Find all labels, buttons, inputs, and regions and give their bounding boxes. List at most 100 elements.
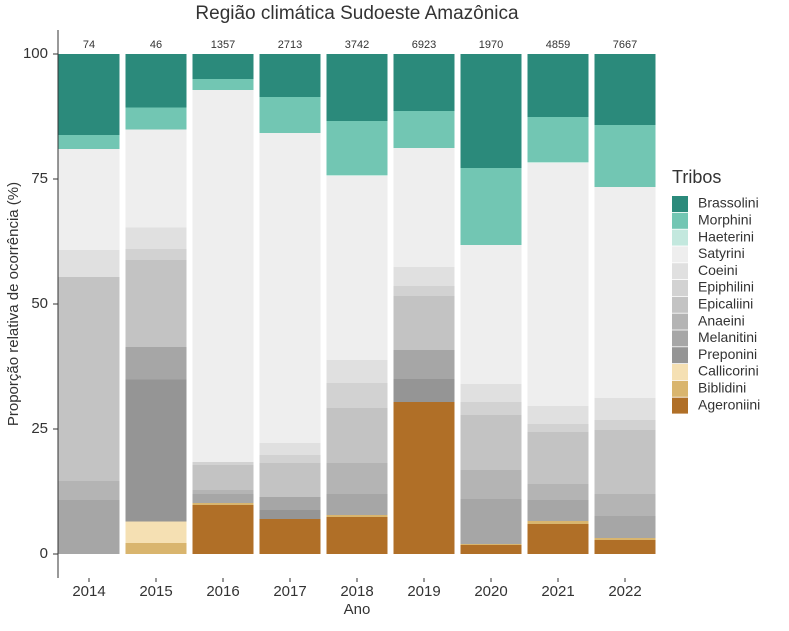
x-tick-label: 2020 (474, 583, 507, 600)
legend-label: Melanitini (698, 329, 757, 345)
bar-segment (527, 521, 589, 524)
bar-segment (259, 510, 321, 519)
bar-segment (326, 360, 388, 383)
bar-segment (125, 521, 187, 543)
bar-segment (460, 245, 522, 384)
bar-segment (326, 494, 388, 515)
legend-swatch (672, 347, 688, 364)
bar-segment (460, 544, 522, 545)
bar-segment (326, 175, 388, 176)
bar-segment (58, 481, 120, 500)
bar-segment (125, 107, 187, 130)
bar-segment (125, 260, 187, 347)
bar-segment (125, 379, 187, 522)
legend-swatch (672, 263, 688, 280)
chart-title: Região climática Sudoeste Amazônica (195, 3, 519, 24)
bar-segment (393, 54, 455, 111)
x-tick-label: 2016 (206, 583, 239, 600)
legend-label: Anaeini (698, 312, 745, 328)
bar-segment (460, 499, 522, 544)
bar-segment (259, 54, 321, 97)
bar-segment (527, 54, 589, 117)
total-label: 1357 (211, 39, 235, 51)
x-tick-label: 2022 (608, 583, 641, 600)
bar-segment (393, 296, 455, 350)
bar-segment (259, 519, 321, 554)
bar-segment (527, 163, 589, 406)
bar-segment (259, 443, 321, 455)
bar-segment (594, 538, 656, 540)
bar-segment (192, 503, 254, 505)
bar-segment (594, 125, 656, 187)
legend-swatch (672, 196, 688, 212)
legend-label: Haeterini (698, 228, 754, 244)
bar-segment (192, 465, 254, 490)
bar-segment (594, 54, 656, 125)
bar-segment (527, 432, 589, 484)
x-tick-label: 2019 (407, 583, 440, 600)
bar-segment (125, 227, 187, 249)
legend-swatch (672, 280, 688, 296)
bar-segment (594, 540, 656, 554)
bar-segment (527, 406, 589, 424)
bar-segment (460, 384, 522, 402)
bar-segment (326, 517, 388, 554)
legend-label: Morphini (698, 212, 752, 228)
bar-segment (259, 455, 321, 463)
y-tick-label: 25 (31, 420, 48, 437)
bar-segment (259, 133, 321, 443)
legend-label: Satyrini (698, 245, 745, 261)
total-label: 1970 (479, 39, 503, 51)
bar-segment (527, 484, 589, 500)
bar-segment (192, 79, 254, 90)
bar-segment (58, 54, 120, 135)
total-label: 7667 (613, 39, 637, 51)
bar-segment (527, 117, 589, 162)
legend-swatch (672, 313, 688, 330)
y-axis-title: Proporção relativa de ocorrência (%) (5, 182, 22, 426)
bar-segment (125, 54, 187, 108)
bar-segment (58, 135, 120, 149)
bar-segment (259, 497, 321, 510)
legend-swatch (672, 397, 688, 414)
bar-segment (326, 515, 388, 517)
bar-segment (192, 90, 254, 462)
legend-label: Brassolini (698, 195, 759, 211)
x-tick-label: 2018 (340, 583, 373, 600)
bar-segment (192, 462, 254, 465)
bar-segment (326, 408, 388, 463)
bar-segment (259, 463, 321, 497)
legend-swatch (672, 364, 688, 380)
bar-segment (393, 402, 455, 554)
total-label: 46 (150, 39, 162, 51)
bar-segment (527, 424, 589, 432)
bar-segment (594, 516, 656, 538)
bar-segment (125, 249, 187, 260)
bar-segment (125, 347, 187, 380)
bar-segment (326, 463, 388, 494)
bar-segment (460, 545, 522, 554)
bar-segment (192, 54, 254, 79)
x-tick-label: 2017 (273, 583, 306, 600)
total-label: 6923 (412, 39, 436, 51)
bar-segment (326, 383, 388, 408)
x-tick-label: 2014 (72, 583, 105, 600)
bar-segment (326, 121, 388, 175)
bar-segment (58, 250, 120, 277)
legend-label: Coeini (698, 262, 738, 278)
bar-segment (594, 398, 656, 420)
legend-swatch (672, 380, 688, 397)
bar-segment (393, 350, 455, 379)
bar-segment (58, 149, 120, 250)
bar-segment (594, 430, 656, 494)
bar-segment (393, 111, 455, 148)
y-tick-label: 50 (31, 295, 48, 312)
bar-segment (393, 286, 455, 296)
bar-segment (527, 524, 589, 554)
x-axis-title: Ano (344, 601, 371, 618)
bar-segment (594, 494, 656, 516)
bar-segment (192, 505, 254, 554)
bar-segment (192, 494, 254, 503)
legend-label: Ageroniini (698, 396, 760, 412)
bar-segment (527, 500, 589, 521)
